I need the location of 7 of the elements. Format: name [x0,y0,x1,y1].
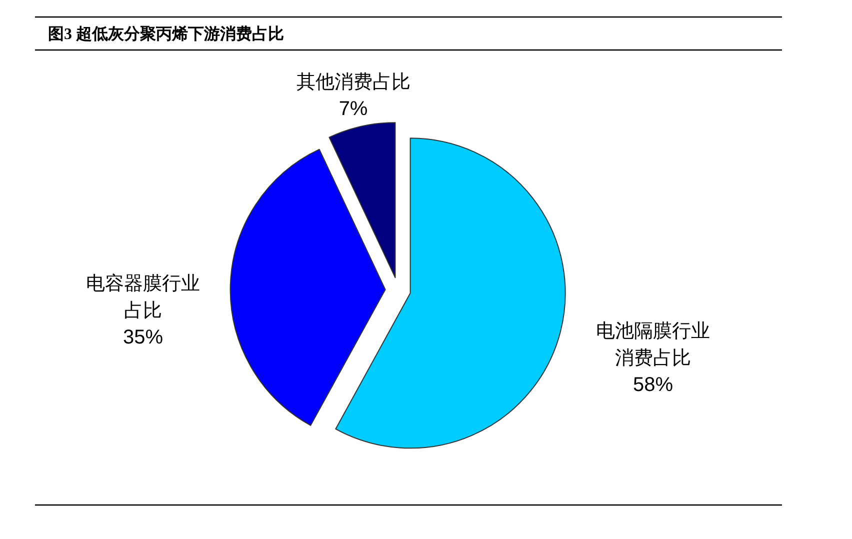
slice-label: 电容器膜行业占比 [86,272,200,322]
slice-label: 电池隔膜行业消费占比 [596,321,710,370]
data-label: 35% [122,326,164,348]
data-label: 7% [338,98,368,120]
chart-title: 图3 超低灰分聚丙烯下游消费占比 [48,25,284,43]
slice-label: 其他消费占比 [296,72,410,94]
data-label: 58% [632,374,674,396]
